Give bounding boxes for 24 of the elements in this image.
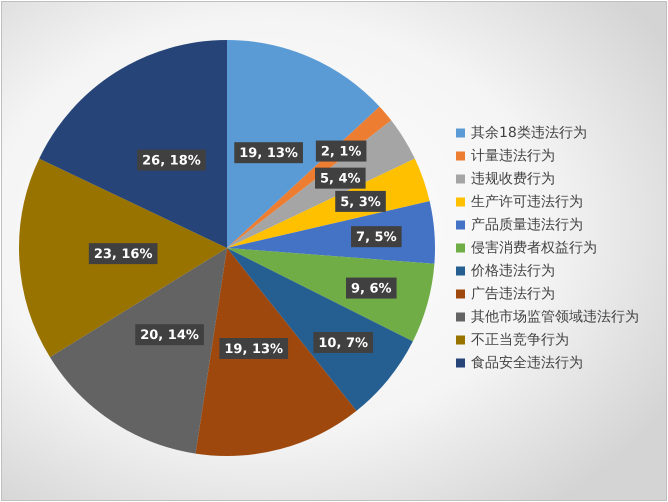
data-label: 9, 6%	[351, 282, 392, 297]
data-label: 23, 16%	[94, 247, 152, 262]
pie-slice	[50, 248, 227, 454]
legend-label: 不正当竞争行为	[471, 332, 569, 348]
pie-slice	[39, 40, 227, 248]
data-label: 5, 3%	[340, 194, 381, 210]
legend-label: 计量违法行为	[471, 148, 555, 164]
legend-label: 其他市场监管领域违法行为	[471, 309, 639, 325]
legend-label: 产品质量违法行为	[471, 217, 583, 233]
legend-label: 价格违法行为	[470, 263, 555, 279]
legend-label: 其余18类违法行为	[471, 125, 587, 141]
legend-label: 侵害消费者权益行为	[471, 240, 597, 256]
data-label: 5, 4%	[320, 172, 361, 187]
legend-label: 违规收费行为	[471, 171, 555, 187]
data-label: 26, 18%	[142, 154, 201, 169]
legend-label: 广告违法行为	[471, 286, 555, 302]
data-label: 19, 13%	[239, 146, 298, 162]
legend-label: 食品安全违法行为	[471, 355, 583, 371]
data-label: 10, 7%	[318, 336, 368, 351]
data-label: 19, 13%	[224, 342, 284, 357]
data-label: 7, 5%	[356, 230, 397, 246]
data-label: 2, 1%	[320, 144, 362, 160]
data-label: 20, 14%	[140, 328, 199, 344]
legend-label: 生产许可违法行为	[471, 194, 583, 210]
